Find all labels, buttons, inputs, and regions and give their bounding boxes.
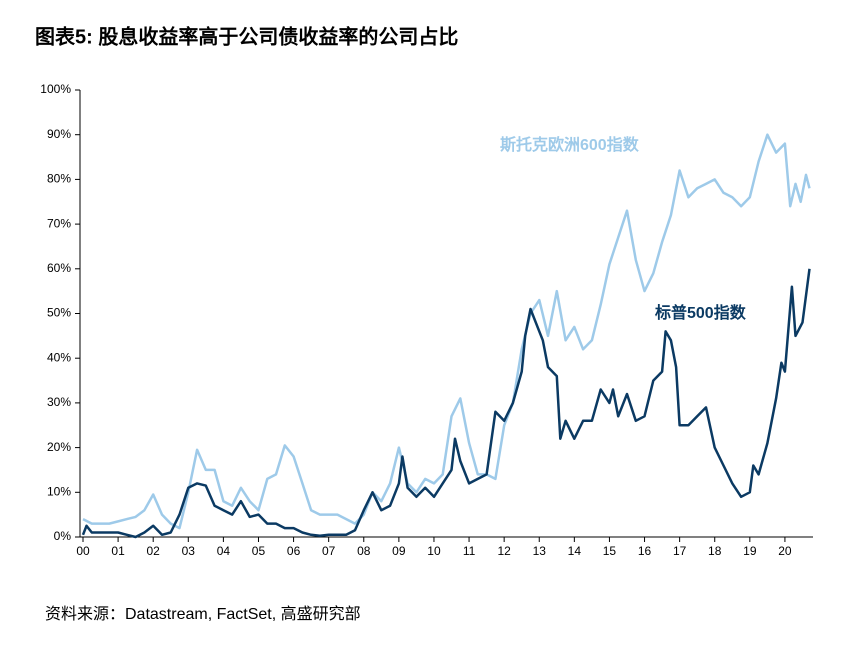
- x-tick-label: 14: [568, 544, 582, 558]
- source-note: 资料来源：Datastream, FactSet, 高盛研究部: [45, 605, 361, 623]
- y-tick-label: 70%: [47, 216, 71, 230]
- y-tick-label: 90%: [47, 127, 71, 141]
- y-tick-label: 60%: [47, 261, 71, 275]
- x-tick-label: 05: [252, 544, 266, 558]
- y-tick-label: 0%: [54, 529, 72, 543]
- y-tick-label: 30%: [47, 395, 71, 409]
- series-label: 斯托克欧洲600指数: [500, 135, 640, 154]
- x-tick-label: 18: [708, 544, 722, 558]
- x-tick-label: 12: [497, 544, 511, 558]
- x-tick-label: 17: [673, 544, 687, 558]
- x-tick-label: 16: [638, 544, 652, 558]
- x-tick-label: 07: [322, 544, 336, 558]
- x-tick-label: 04: [217, 544, 231, 558]
- x-tick-label: 08: [357, 544, 371, 558]
- y-tick-label: 40%: [47, 350, 71, 364]
- x-tick-label: 11: [463, 544, 476, 558]
- series-line: [81, 268, 811, 539]
- chart-title: 图表5: 股息收益率高于公司债收益率的公司占比: [35, 24, 458, 48]
- y-tick-label: 10%: [47, 484, 71, 498]
- x-tick-label: 00: [76, 544, 90, 558]
- series-label: 标普500指数: [654, 303, 747, 322]
- x-tick-label: 15: [603, 544, 617, 558]
- x-tick-label: 10: [427, 544, 441, 558]
- x-tick-label: 19: [743, 544, 757, 558]
- x-tick-label: 03: [182, 544, 196, 558]
- y-tick-label: 20%: [47, 440, 71, 454]
- x-tick-label: 13: [533, 544, 547, 558]
- y-tick-label: 100%: [40, 82, 71, 96]
- x-tick-label: 06: [287, 544, 301, 558]
- x-tick-label: 02: [147, 544, 161, 558]
- x-tick-label: 01: [111, 544, 125, 558]
- x-tick-label: 20: [778, 544, 792, 558]
- y-tick-label: 80%: [47, 172, 71, 186]
- y-tick-label: 50%: [47, 306, 71, 320]
- series-line: [82, 133, 811, 530]
- x-tick-label: 09: [392, 544, 406, 558]
